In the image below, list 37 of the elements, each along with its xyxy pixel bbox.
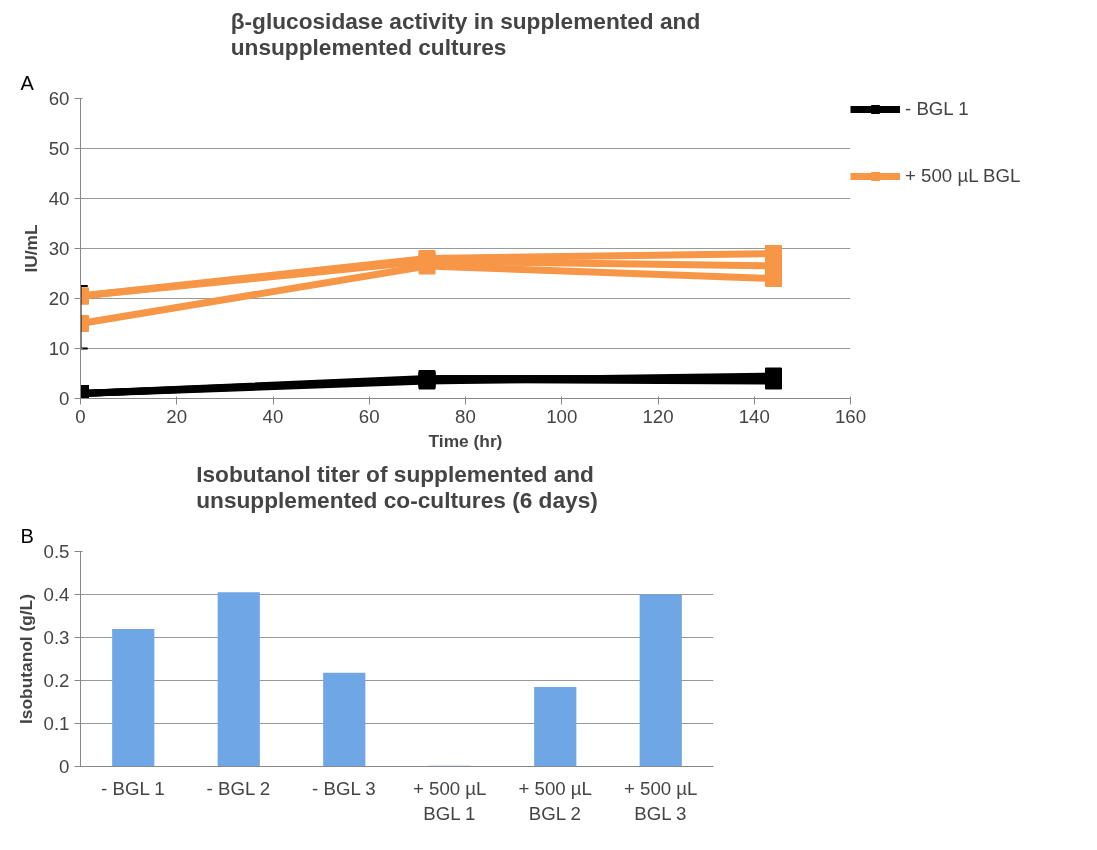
- x-tick-label: - BGL 2: [206, 777, 271, 799]
- y-tick-label: 0.2: [43, 670, 70, 691]
- x-tick-label: 60: [358, 405, 380, 427]
- x-tick-label: + 500 µL BGL 3: [623, 777, 698, 824]
- y-tick-label: 20: [48, 288, 70, 309]
- y-tick-label: 0: [59, 756, 70, 777]
- y-axis-title: Isobutanol (g/L): [15, 594, 36, 724]
- x-tick-label: 140: [738, 405, 770, 427]
- y-tick-label: 0: [59, 388, 70, 409]
- y-tick-label: 0.5: [43, 541, 70, 562]
- x-tick-label: + 500 µL BGL 1: [412, 777, 487, 824]
- x-tick-label: 80: [455, 405, 476, 427]
- x-tick-label: - BGL 1: [101, 777, 165, 799]
- x-tick-label: 20: [166, 405, 188, 427]
- y-tick-label: 60: [48, 88, 70, 109]
- x-tick-label: 0: [75, 405, 86, 427]
- legend-label: - BGL 1: [905, 98, 969, 120]
- y-tick-label: 0.4: [43, 584, 70, 605]
- text: A: [20, 71, 35, 94]
- y-axis-title: IU/mL: [20, 224, 41, 273]
- y-tick-label: 40: [48, 188, 70, 209]
- x-tick-label: 40: [262, 405, 284, 427]
- x-tick-label: - BGL 3: [312, 777, 376, 799]
- chart-title: Isobutanol titer of supplemented and unsupplemented co-cultures (6 days): [196, 460, 598, 513]
- y-tick-label: 0.3: [43, 627, 70, 648]
- x-tick-label: + 500 µL BGL 2: [518, 777, 593, 824]
- y-tick-label: 30: [48, 238, 70, 259]
- x-tick-label: 100: [546, 405, 578, 427]
- text: B: [20, 524, 34, 547]
- y-tick-label: 10: [48, 338, 70, 359]
- x-axis-title: Time (hr): [428, 430, 503, 451]
- y-tick-label: 50: [48, 138, 70, 159]
- chart-title: β-glucosidase activity in supplemented and unsupplemented cultures: [230, 7, 701, 60]
- x-tick-label: 160: [834, 405, 867, 427]
- y-tick-label: 0.1: [43, 713, 70, 734]
- legend-label: + 500 µL BGL: [905, 165, 1021, 187]
- x-tick-label: 120: [642, 405, 674, 427]
